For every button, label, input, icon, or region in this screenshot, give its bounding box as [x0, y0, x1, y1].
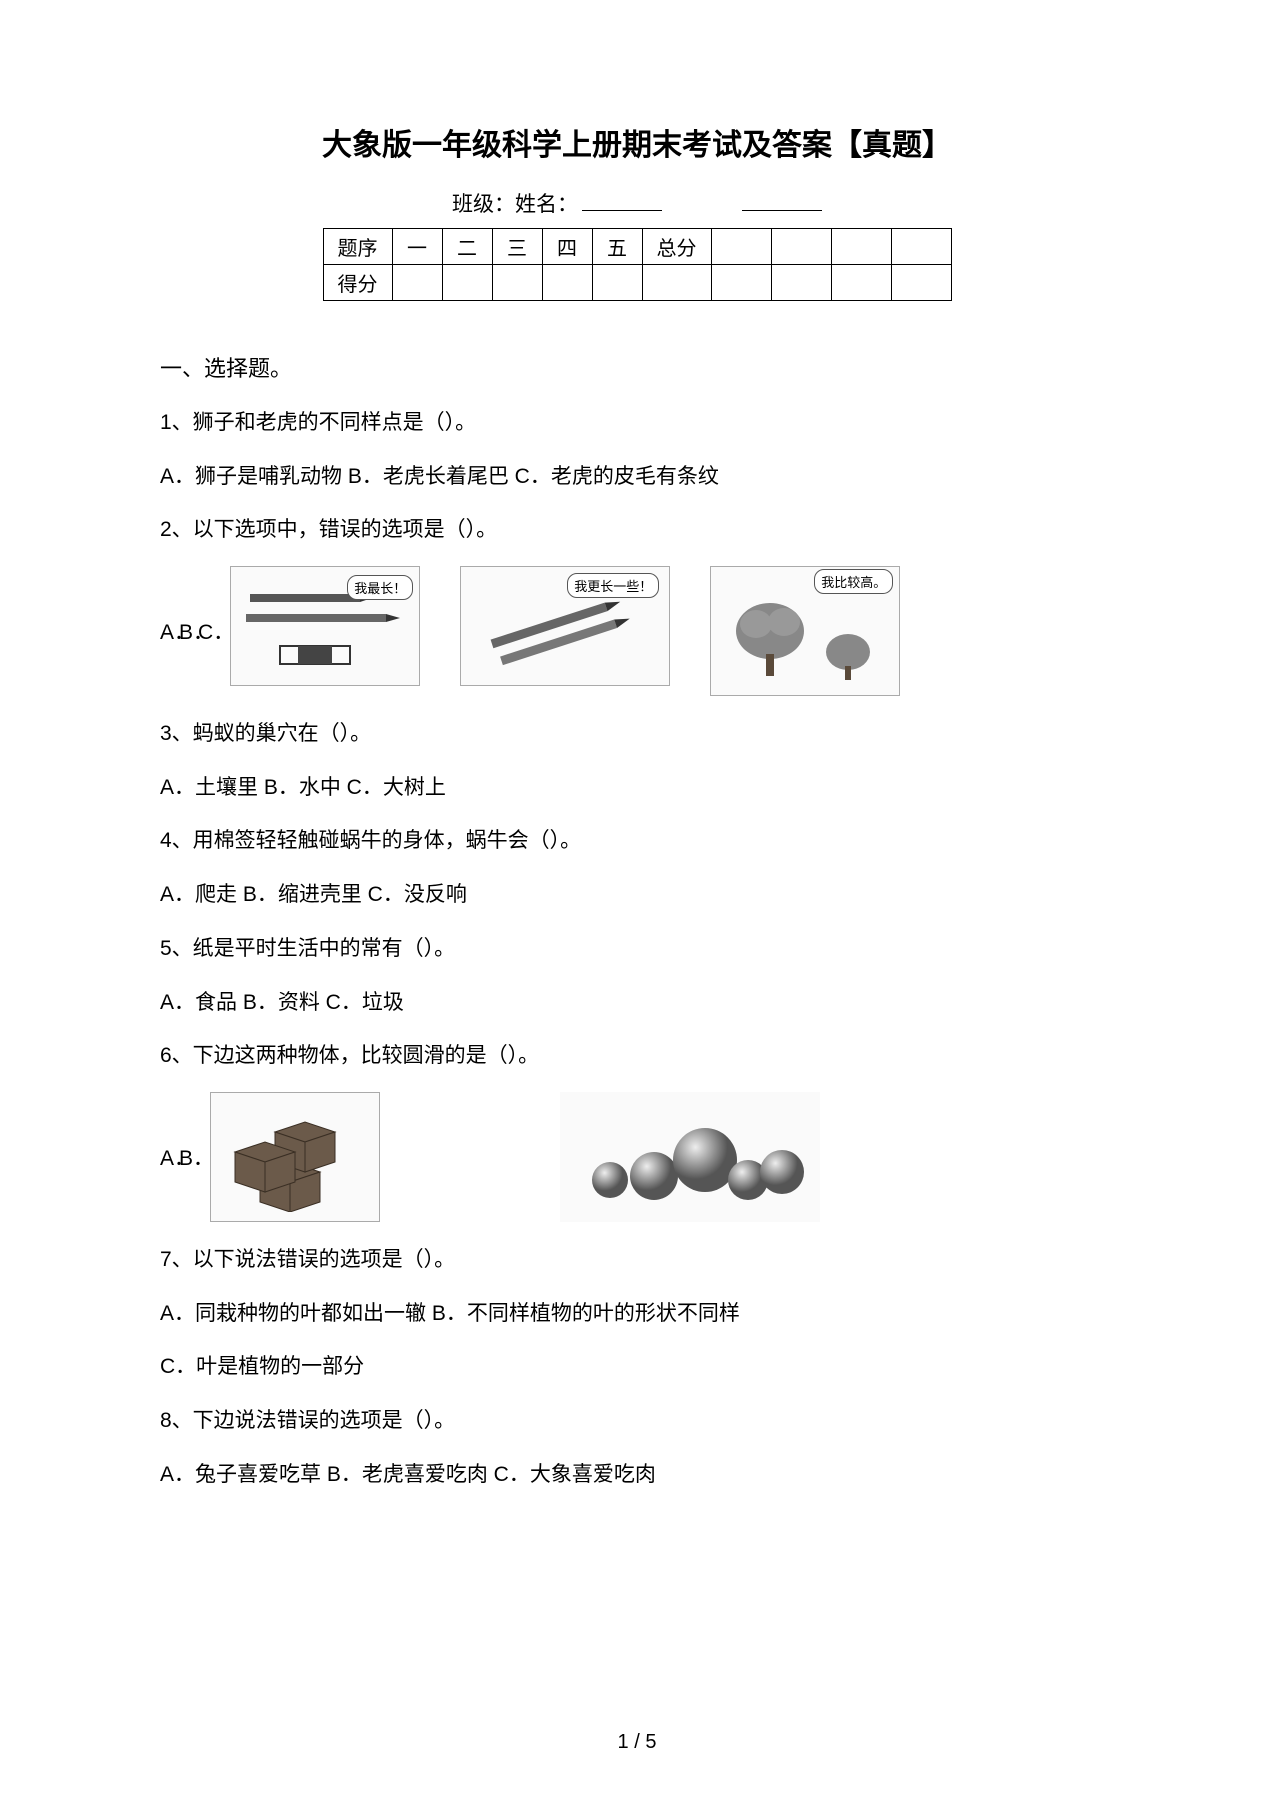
score-h1: 一 — [392, 229, 442, 265]
score-value-row: 得分 — [323, 265, 951, 301]
score-h5: 五 — [592, 229, 642, 265]
score-blank-2 — [771, 229, 831, 265]
score-vblank-4 — [891, 265, 951, 301]
name-label: 姓名： — [515, 192, 578, 216]
score-blank-4 — [891, 229, 951, 265]
q6-image-row: A． B． — [160, 1092, 1114, 1222]
blank2 — [742, 210, 822, 211]
score-h6: 总分 — [642, 229, 711, 265]
q7-opts1: A．同栽种物的叶都如出一辙 B．不同样植物的叶的形状不同样 — [160, 1296, 1114, 1332]
q2-bubble-a: 我最长！ — [347, 575, 413, 600]
q6-stem: 6、下边这两种物体，比较圆滑的是（）。 — [160, 1038, 1114, 1074]
q3-stem: 3、蚂蚁的巢穴在（）。 — [160, 716, 1114, 752]
q2-img-c: 我比较高。 — [710, 566, 900, 696]
meta-row: 班级：姓名： — [160, 188, 1114, 218]
score-table: 题序 一 二 三 四 五 总分 得分 — [323, 228, 952, 301]
q1-opts: A．狮子是哺乳动物 B．老虎长着尾巴 C．老虎的皮毛有条纹 — [160, 459, 1114, 495]
score-vblank-2 — [771, 265, 831, 301]
q4-stem: 4、用棉签轻轻触碰蜗牛的身体，蜗牛会（）。 — [160, 823, 1114, 859]
score-v6 — [642, 265, 711, 301]
page-title: 大象版一年级科学上册期末考试及答案【真题】 — [160, 120, 1114, 164]
q2-stem: 2、以下选项中，错误的选项是（）。 — [160, 512, 1114, 548]
score-h3: 三 — [492, 229, 542, 265]
score-vblank-1 — [711, 265, 771, 301]
q3-opts: A．土壤里 B．水中 C．大树上 — [160, 770, 1114, 806]
q1-stem: 1、狮子和老虎的不同样点是（）。 — [160, 405, 1114, 441]
q7-stem: 7、以下说法错误的选项是（）。 — [160, 1242, 1114, 1278]
q2-image-row: A． B． C． 我最长！ 我更长一些！ — [160, 566, 1114, 696]
q2-c-label: C． — [198, 616, 234, 646]
score-blank-3 — [831, 229, 891, 265]
score-header-row: 题序 一 二 三 四 五 总分 — [323, 229, 951, 265]
q5-stem: 5、纸是平时生活中的常有（）。 — [160, 931, 1114, 967]
score-h2: 二 — [442, 229, 492, 265]
score-vblank-3 — [831, 265, 891, 301]
section-1-title: 一、选择题。 — [160, 351, 1114, 383]
score-blank-1 — [711, 229, 771, 265]
score-v1 — [392, 265, 442, 301]
q6-img-b — [560, 1092, 820, 1222]
name-blank — [582, 210, 662, 211]
page-number: 1 / 5 — [0, 1731, 1274, 1754]
q6-b-label: B． — [179, 1142, 214, 1172]
q2-img-b: 我更长一些！ — [460, 566, 670, 686]
q2-bubble-c: 我比较高。 — [814, 569, 893, 594]
q5-opts: A．食品 B．资料 C．垃圾 — [160, 985, 1114, 1021]
score-v3 — [492, 265, 542, 301]
score-h0: 题序 — [323, 229, 392, 265]
q2-bubble-b: 我更长一些！ — [567, 573, 659, 598]
class-label: 班级： — [452, 192, 515, 216]
marbles-icon — [570, 1102, 810, 1212]
score-v5 — [592, 265, 642, 301]
q7-opts2: C．叶是植物的一部分 — [160, 1349, 1114, 1385]
q2-img-a: 我最长！ — [230, 566, 420, 686]
cubes-icon — [220, 1102, 370, 1212]
q8-opts: A．兔子喜爱吃草 B．老虎喜爱吃肉 C．大象喜爱吃肉 — [160, 1457, 1114, 1493]
q6-img-a — [210, 1092, 380, 1222]
score-row-label: 得分 — [323, 265, 392, 301]
score-v2 — [442, 265, 492, 301]
q4-opts: A．爬走 B．缩进壳里 C．没反响 — [160, 877, 1114, 913]
score-v4 — [542, 265, 592, 301]
q8-stem: 8、下边说法错误的选项是（）。 — [160, 1403, 1114, 1439]
score-h4: 四 — [542, 229, 592, 265]
